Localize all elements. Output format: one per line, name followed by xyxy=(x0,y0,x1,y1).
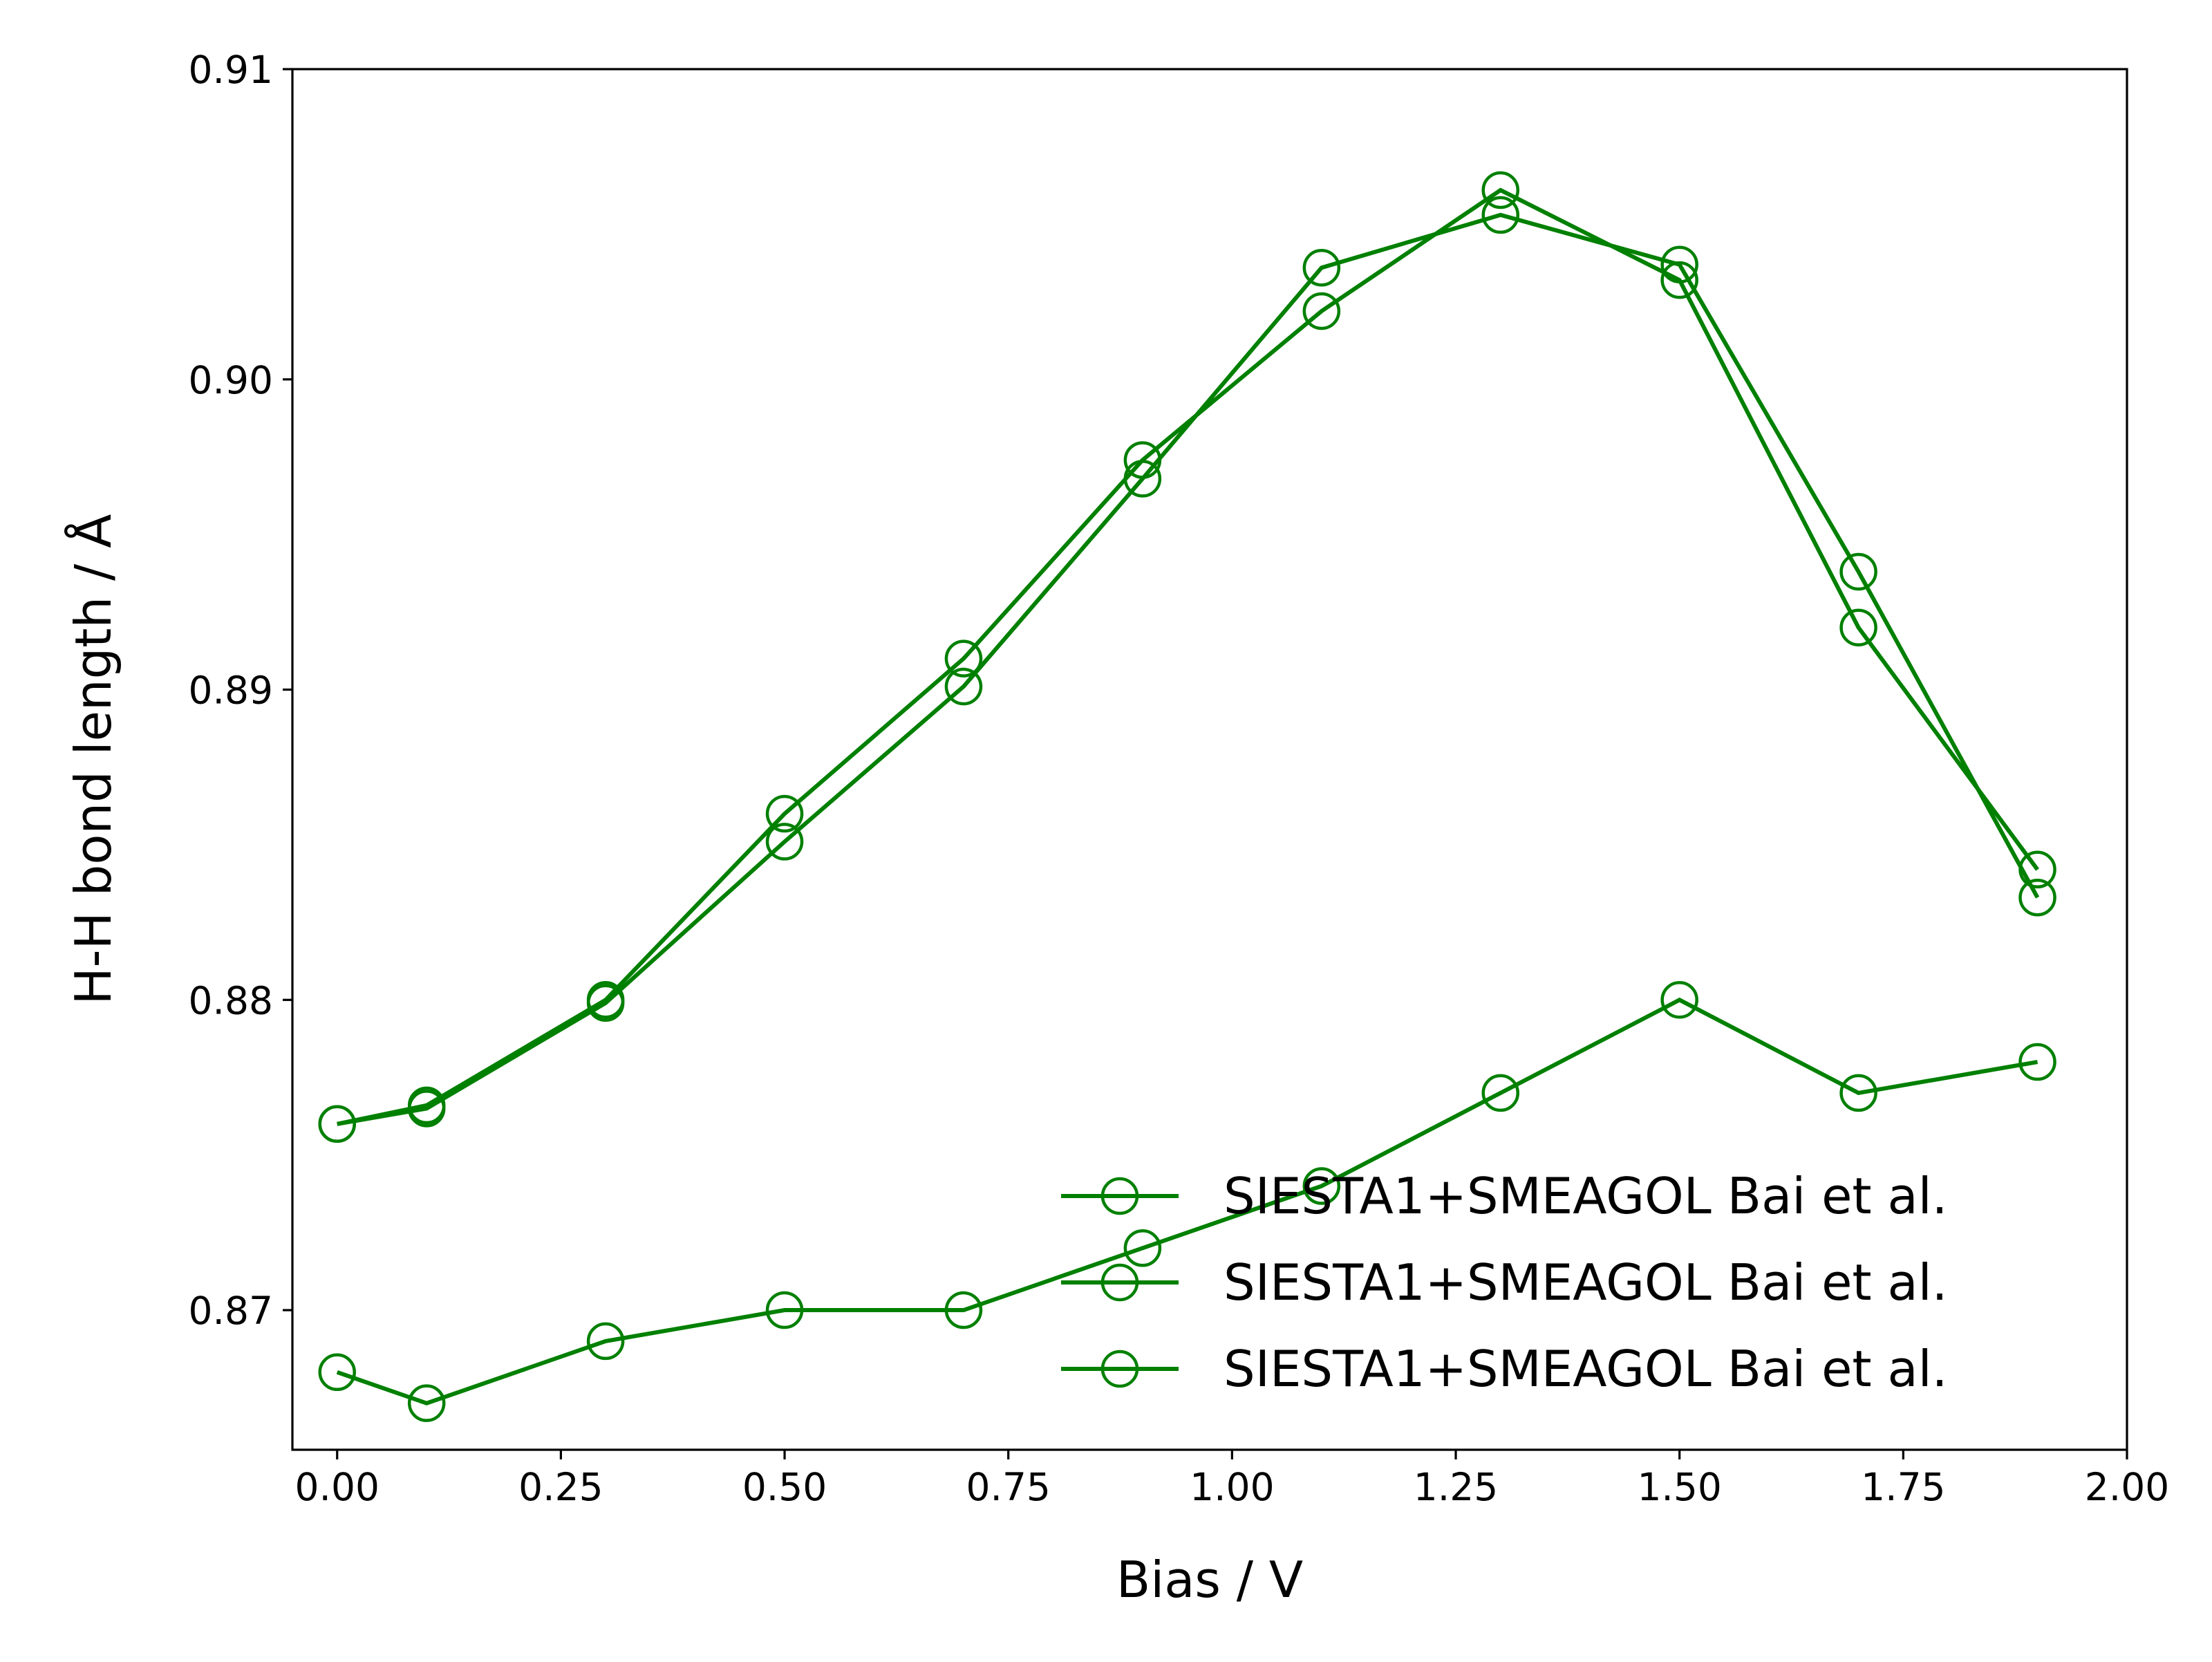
data-point xyxy=(318,1353,356,1392)
axes-layer: 0.00 0.25 0.50 0.75 1.00 1.25 1.50 1.75 2.00 0.87… xyxy=(189,48,2170,1509)
data-point xyxy=(944,667,983,706)
data-point xyxy=(1839,608,1877,647)
data-point xyxy=(1123,1229,1162,1267)
data-point xyxy=(318,1105,356,1143)
legend-marker xyxy=(1100,1263,1139,1302)
data-point xyxy=(1660,981,1698,1019)
data-point xyxy=(765,823,804,861)
y-tick-label: 0.90 xyxy=(189,358,273,402)
data-point xyxy=(2018,1043,2056,1081)
x-tick-label: 2.00 xyxy=(2085,1465,2169,1509)
series-line xyxy=(337,187,2039,1126)
series-line xyxy=(336,997,2038,1406)
legend-label: SIESTA1+SMEAGOL Bai et al. xyxy=(1224,1167,1948,1225)
data-point xyxy=(1481,1074,1520,1112)
data-point xyxy=(586,981,625,1019)
legend-item: SIESTA1+SMEAGOL Bai et al. xyxy=(1061,1167,1948,1225)
x-tick-label: 1.25 xyxy=(1414,1465,1498,1509)
legend-label: SIESTA1+SMEAGOL Bai et al. xyxy=(1224,1340,1948,1398)
x-tick-label: 0.25 xyxy=(518,1465,603,1509)
data-point xyxy=(944,1291,983,1329)
series-3 xyxy=(318,981,2056,1422)
x-tick-label: 0.50 xyxy=(742,1465,827,1509)
legend-label: SIESTA1+SMEAGOL Bai et al. xyxy=(1224,1253,1948,1311)
series-layer xyxy=(318,171,2056,1422)
data-point xyxy=(1302,1167,1341,1205)
x-tick-label: 1.50 xyxy=(1637,1465,1721,1509)
data-point xyxy=(765,1291,804,1329)
x-axis-label: Bias / V xyxy=(1116,1551,1303,1609)
data-point xyxy=(2018,878,2056,917)
y-tick-label: 0.91 xyxy=(189,48,273,92)
data-point xyxy=(407,1384,446,1422)
y-tick-label: 0.88 xyxy=(189,978,273,1023)
data-point xyxy=(1302,248,1341,287)
y-tick-label: 0.87 xyxy=(189,1289,273,1333)
x-tick-label: 0.00 xyxy=(294,1465,379,1509)
data-point xyxy=(586,1322,625,1361)
data-point xyxy=(765,794,804,833)
x-tick-label: 1.75 xyxy=(1861,1465,1945,1509)
legend-marker xyxy=(1100,1177,1139,1215)
data-point xyxy=(1123,441,1162,479)
data-point xyxy=(1839,1074,1877,1112)
data-point xyxy=(2018,850,2056,889)
data-point xyxy=(944,639,983,678)
data-point xyxy=(1481,171,1520,209)
legend: SIESTA1+SMEAGOL Bai et al. SIESTA1+SMEAGO… xyxy=(1061,1167,1948,1398)
legend-item: SIESTA1+SMEAGOL Bai et al. xyxy=(1061,1253,1948,1311)
data-point xyxy=(1839,552,1877,591)
plot-frame xyxy=(291,68,2128,1451)
legend-marker xyxy=(1100,1350,1139,1388)
data-point xyxy=(407,1086,446,1125)
data-point xyxy=(1302,292,1341,330)
y-axis-label: H-H bond length / Å xyxy=(64,514,122,1005)
x-tick-label: 0.75 xyxy=(966,1465,1050,1509)
series-2 xyxy=(318,171,2056,1143)
x-tick-label: 1.00 xyxy=(1190,1465,1274,1509)
legend-item: SIESTA1+SMEAGOL Bai et al. xyxy=(1061,1340,1948,1398)
y-tick-label: 0.89 xyxy=(189,669,273,713)
data-point xyxy=(1660,261,1698,299)
data-point xyxy=(1481,196,1520,234)
